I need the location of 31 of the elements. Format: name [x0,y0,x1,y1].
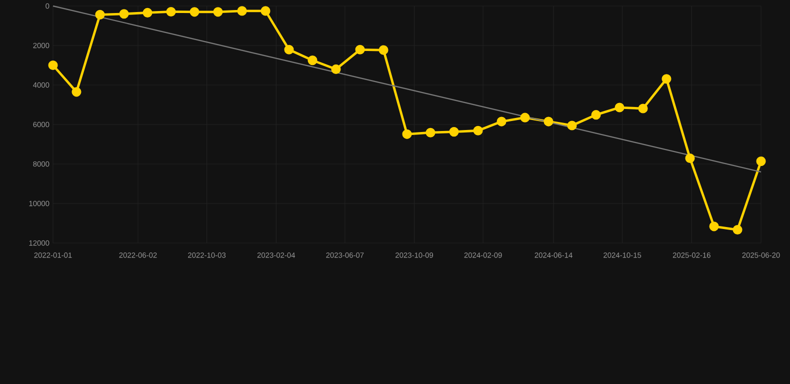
point [756,156,766,166]
point [662,74,672,84]
point [473,126,483,136]
point [378,45,388,55]
point [119,9,129,19]
point [260,6,270,16]
point [237,6,247,16]
point [709,222,719,232]
point [449,127,459,137]
point [402,129,412,139]
point [355,44,365,54]
point [308,56,318,66]
point [142,8,152,18]
point [567,120,577,130]
point [591,110,601,120]
point [213,7,223,17]
point [331,64,341,74]
point [284,44,294,54]
point [48,60,58,70]
point [544,116,554,126]
point [166,6,176,17]
point [685,153,695,164]
point [638,104,648,114]
point [426,128,436,138]
point [72,87,82,97]
point [190,7,200,17]
point [496,116,506,126]
point [95,10,105,20]
point [614,102,624,112]
point [732,224,742,235]
point [520,112,530,122]
